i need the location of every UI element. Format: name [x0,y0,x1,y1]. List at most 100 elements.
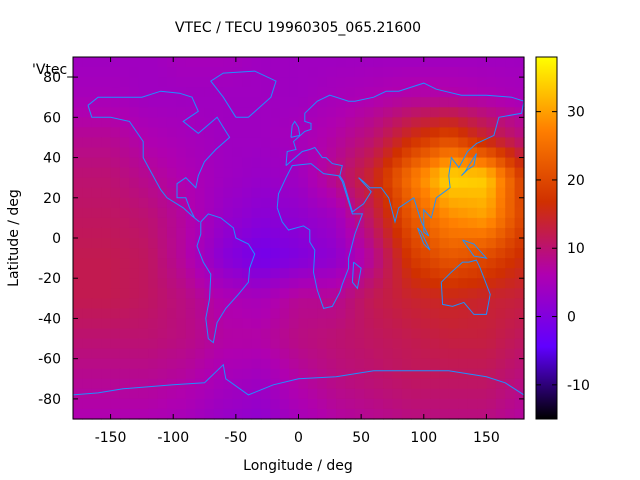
heatmap-cell [101,338,112,350]
heatmap-cell [91,177,102,189]
heatmap-cell [82,328,93,340]
heatmap-cell [383,177,394,189]
heatmap-cell [213,57,224,68]
heatmap-cell [91,238,102,249]
heatmap-cell [514,117,525,128]
heatmap-cell [279,97,290,108]
heatmap-cell [430,117,441,128]
heatmap-cell [176,197,187,209]
heatmap-cell [326,298,337,309]
heatmap-cell [213,258,224,269]
heatmap-cell [176,268,187,279]
heatmap-cell [129,248,140,259]
heatmap-cell [411,398,422,410]
heatmap-cell [223,147,234,159]
heatmap-cell [129,378,140,390]
heatmap-cell [354,167,365,179]
heatmap-cell [204,398,215,410]
heatmap-cell [401,137,412,149]
heatmap-cell [166,298,177,309]
heatmap-cell [213,238,224,249]
heatmap-cell [336,87,347,98]
heatmap-cell [354,348,365,360]
heatmap-cell [298,258,309,269]
heatmap-cell [467,127,478,139]
heatmap-cell [392,368,403,380]
heatmap-cell [110,338,121,350]
heatmap-cell [448,318,459,330]
heatmap-cell [420,288,431,299]
heatmap-cell [223,298,234,309]
heatmap-cell [317,318,328,330]
heatmap-cell [336,117,347,128]
heatmap-cell [326,388,337,400]
heatmap-cell [411,217,422,229]
heatmap-cell [279,147,290,159]
heatmap-cell [298,227,309,239]
heatmap-cell [251,408,262,420]
heatmap-cell [345,107,356,118]
heatmap-cell [119,328,130,340]
heatmap-cell [213,378,224,390]
heatmap-cell [420,117,431,128]
heatmap-cell [289,77,300,88]
heatmap-cell [420,338,431,350]
heatmap-cell [101,398,112,410]
heatmap-cell [420,368,431,380]
heatmap-cell [505,67,516,78]
heatmap-cell [514,127,525,139]
y-tick-label: -80 [38,392,61,408]
heatmap-cell [317,137,328,149]
heatmap-cell [298,177,309,189]
heatmap-cell [345,278,356,289]
heatmap-cell [157,117,168,128]
heatmap-cell [279,207,290,219]
heatmap-cell [148,258,159,269]
heatmap-cell [495,378,506,390]
heatmap-cell [317,288,328,299]
heatmap-cell [411,318,422,330]
heatmap-cell [486,298,497,309]
heatmap-cell [430,288,441,299]
heatmap-cell [119,388,130,400]
heatmap-cell [157,378,168,390]
heatmap-cell [439,207,450,219]
heatmap-cell [223,278,234,289]
heatmap-cell [129,67,140,78]
heatmap-cell [91,308,102,320]
heatmap-cell [345,238,356,249]
x-axis-label: Longitude / deg [243,458,353,474]
heatmap-cell [307,177,318,189]
heatmap-cell [458,278,469,289]
heatmap-cell [477,177,488,189]
heatmap-cell [448,308,459,320]
heatmap-cell [486,348,497,360]
heatmap-cell [119,127,130,139]
heatmap-cell [505,177,516,189]
heatmap-cell [354,278,365,289]
heatmap-cell [129,358,140,370]
heatmap-cell [73,97,83,108]
heatmap-cell [401,348,412,360]
heatmap-cell [73,87,83,98]
heatmap-cell [176,298,187,309]
heatmap-cell [176,248,187,259]
heatmap-cell [401,57,412,68]
heatmap-cell [401,328,412,340]
heatmap-cell [242,268,253,279]
heatmap-cell [129,97,140,108]
heatmap-cell [336,67,347,78]
heatmap-cell [514,187,525,199]
heatmap-cell [270,67,281,78]
heatmap-cell [91,107,102,118]
heatmap-cell [467,67,478,78]
heatmap-cell [420,207,431,219]
heatmap-cell [119,97,130,108]
heatmap-cell [514,107,525,118]
heatmap-cell [279,117,290,128]
heatmap-cell [307,157,318,169]
heatmap-cell [354,298,365,309]
heatmap-cell [138,268,149,279]
heatmap-cell [467,187,478,199]
heatmap-cell [270,388,281,400]
